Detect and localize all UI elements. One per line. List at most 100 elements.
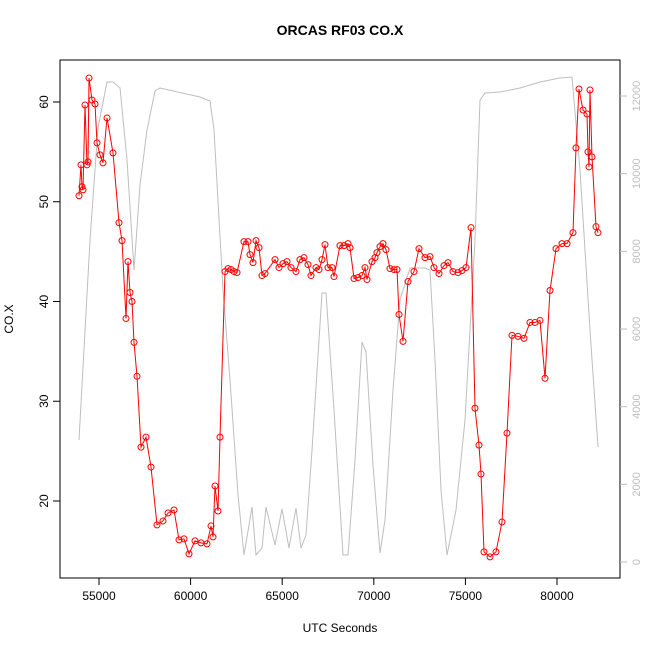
data-point	[404, 278, 412, 286]
x-tick-label: 75000	[449, 589, 483, 603]
data-point	[142, 433, 150, 441]
data-point	[211, 482, 219, 490]
data-point	[180, 535, 188, 543]
data-point	[583, 110, 591, 118]
data-point	[421, 254, 429, 262]
data-point	[275, 264, 283, 272]
data-point	[475, 441, 483, 449]
y-tick-label: 60	[37, 95, 51, 109]
data-point	[175, 536, 183, 544]
data-point	[330, 273, 338, 281]
data-point	[191, 537, 199, 545]
data-point	[471, 404, 479, 412]
x-tick-label: 65000	[266, 589, 300, 603]
data-point	[216, 433, 224, 441]
x-axis-title: UTC Seconds	[303, 621, 378, 635]
data-point	[124, 258, 132, 266]
data-point	[588, 153, 596, 161]
data-point	[230, 268, 238, 276]
y-axis-title: CO.X	[2, 304, 16, 333]
data-point	[133, 372, 141, 380]
data-point	[91, 100, 99, 108]
data-point	[454, 269, 462, 277]
data-point	[261, 270, 269, 278]
data-point	[233, 269, 241, 277]
data-point	[79, 186, 87, 194]
y-tick-label: 40	[37, 294, 51, 308]
data-point	[480, 548, 488, 556]
data-point	[279, 260, 287, 268]
data-point	[115, 219, 123, 227]
data-point	[283, 258, 291, 266]
data-point	[382, 246, 390, 254]
data-point	[340, 242, 348, 250]
data-point	[207, 522, 215, 530]
data-point	[137, 443, 145, 451]
y2-tick-label: 2000	[631, 472, 643, 496]
data-point	[379, 240, 387, 248]
data-point	[244, 238, 252, 246]
chart-title: ORCAS RF03 CO.X	[277, 22, 404, 38]
data-point	[336, 242, 344, 250]
data-point	[153, 521, 161, 529]
data-point	[492, 548, 500, 556]
data-point	[426, 253, 434, 261]
data-point	[552, 245, 560, 253]
data-point	[477, 470, 485, 478]
data-point	[373, 249, 381, 257]
data-point	[99, 159, 107, 167]
y-tick-label: 30	[37, 394, 51, 408]
data-point	[546, 287, 554, 295]
data-point	[346, 244, 354, 252]
data-point	[81, 101, 89, 109]
plot-frame	[59, 59, 621, 579]
data-point	[315, 266, 323, 274]
data-point	[287, 264, 295, 272]
data-point	[109, 149, 117, 157]
data-point	[558, 240, 566, 248]
data-point	[354, 274, 362, 282]
y2-tick-label: 12000	[631, 81, 643, 112]
data-point	[579, 106, 587, 114]
data-point	[526, 318, 534, 326]
data-point	[430, 264, 438, 272]
data-point	[318, 256, 326, 264]
x-tick-label: 70000	[357, 589, 391, 603]
data-point	[563, 240, 571, 248]
data-point	[536, 316, 544, 324]
data-point	[520, 334, 528, 342]
data-point	[462, 264, 470, 272]
data-point	[78, 183, 86, 191]
data-point	[321, 241, 329, 249]
data-point	[214, 507, 222, 515]
data-point	[584, 148, 592, 156]
data-point	[224, 265, 232, 273]
data-point	[467, 224, 475, 232]
data-point	[572, 144, 580, 152]
data-point	[122, 314, 130, 322]
data-point	[386, 265, 394, 273]
data-point	[203, 540, 211, 548]
data-point	[185, 550, 193, 558]
data-point	[159, 517, 167, 525]
data-point	[344, 240, 352, 248]
data-point	[209, 533, 217, 541]
data-point	[575, 85, 583, 93]
data-point	[130, 338, 138, 346]
data-point	[390, 266, 398, 274]
data-point	[585, 163, 593, 171]
data-point	[328, 264, 336, 272]
data-point	[83, 161, 91, 169]
data-point	[249, 259, 257, 267]
data-point	[449, 268, 457, 276]
data-point	[569, 229, 577, 237]
x-tick-label: 60000	[174, 589, 208, 603]
data-point	[93, 139, 101, 147]
data-point	[358, 272, 366, 280]
data-point	[350, 275, 358, 283]
data-point	[541, 374, 549, 382]
data-point	[300, 254, 308, 262]
data-point	[75, 192, 83, 200]
data-point	[514, 332, 522, 340]
